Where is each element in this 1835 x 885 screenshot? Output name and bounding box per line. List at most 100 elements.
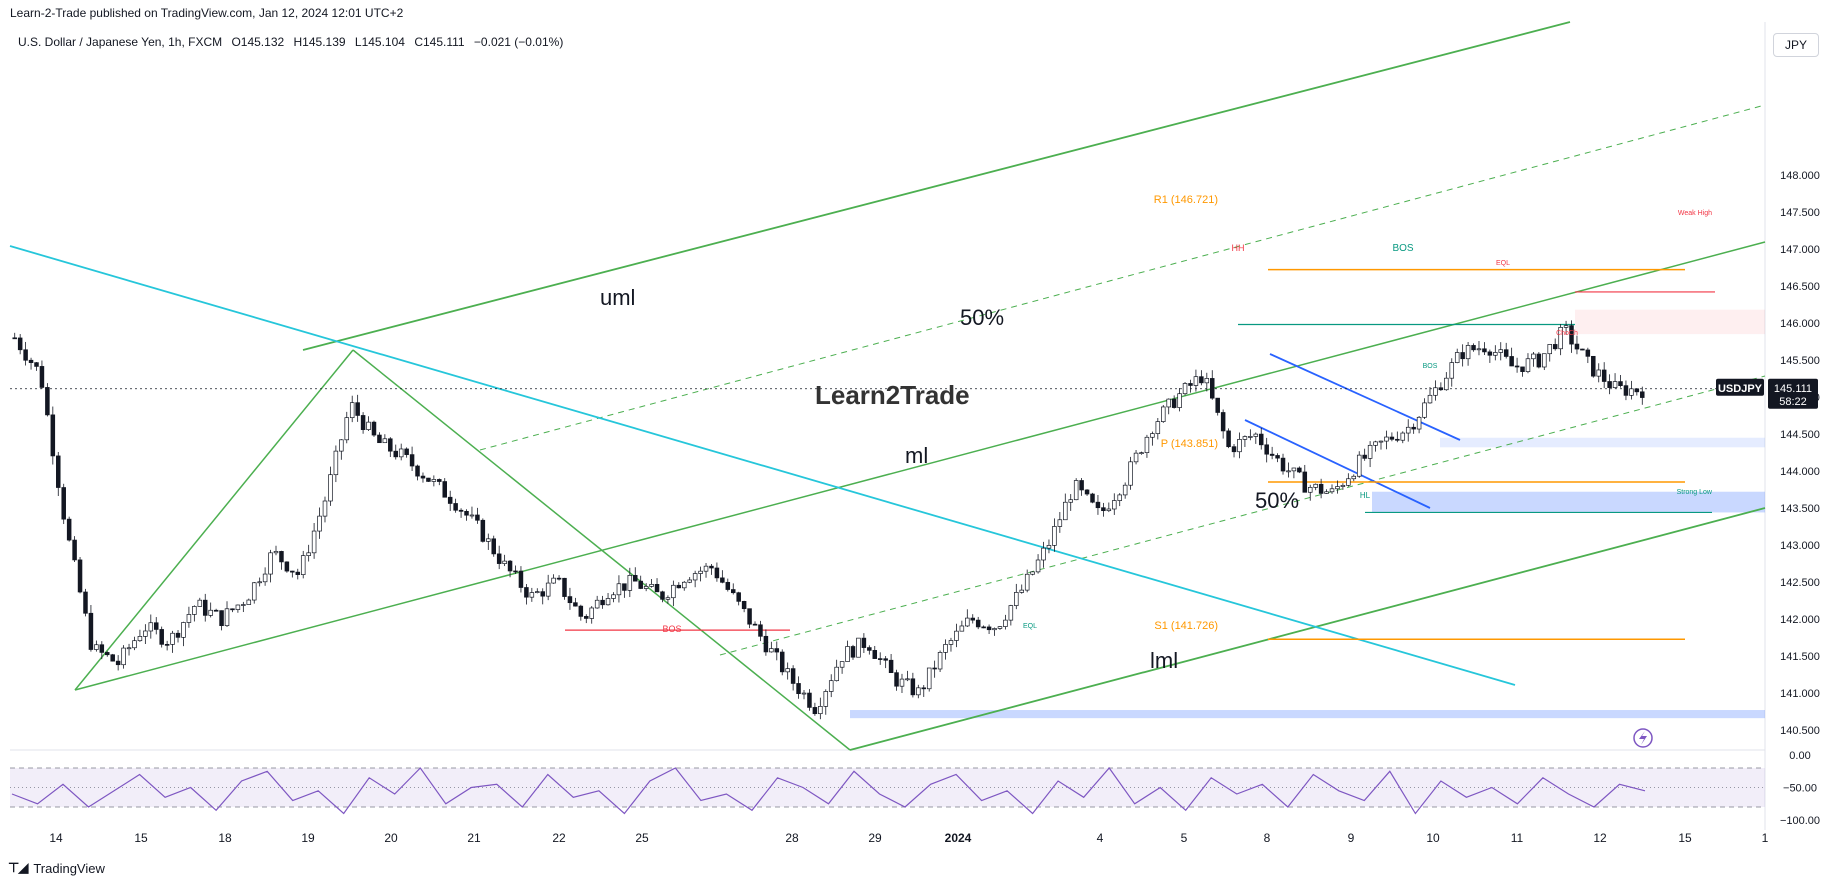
candle-body [714, 567, 720, 579]
candle-body [241, 604, 246, 606]
candle-body [937, 652, 943, 670]
candle-body [1079, 480, 1084, 491]
candle-body [398, 448, 404, 458]
candle-body [83, 591, 88, 614]
candle-body [1073, 480, 1079, 501]
candle-body [1084, 489, 1090, 495]
candle-body [344, 417, 350, 441]
candle-body [202, 599, 208, 616]
candle-body [1231, 446, 1237, 453]
candle-body [1552, 344, 1558, 350]
candle-body [1171, 398, 1177, 408]
x-tick-label: 25 [635, 831, 649, 845]
candle-body [420, 475, 426, 479]
candle-body [921, 687, 927, 690]
price-tag [1768, 378, 1818, 409]
candle-body [1569, 325, 1574, 345]
candle-body [660, 591, 665, 600]
rsi-band [10, 768, 1765, 807]
lightning-icon[interactable] [1633, 728, 1653, 748]
candle-body [1318, 483, 1324, 494]
currency-button[interactable]: JPY [1773, 33, 1819, 57]
candle-body [126, 647, 132, 650]
pitchfork-handle-right [352, 349, 851, 751]
tradingview-footer[interactable]: ⊤◢ TradingView [8, 860, 105, 876]
candle-body [1155, 421, 1161, 434]
candle-body [730, 589, 736, 594]
candle-body [1509, 356, 1514, 367]
candle-body [1090, 493, 1095, 503]
candle-body [752, 623, 758, 626]
candle-body [1193, 376, 1199, 386]
candle-body [1558, 327, 1563, 350]
candle-body [431, 479, 437, 482]
upper-median-line [302, 21, 1571, 351]
lower-median-line [849, 507, 1766, 751]
y-tick-label: 141.000 [1780, 688, 1820, 700]
price-tag-countdown: 58:22 [1779, 396, 1807, 408]
candle-body [1101, 507, 1106, 512]
candle-body [159, 629, 164, 645]
y-tick-label: 147.000 [1780, 244, 1820, 256]
symbol-tag-label: USDJPY [1718, 383, 1763, 395]
candle-body [943, 644, 948, 653]
candle-body [153, 622, 159, 630]
rsi-tick-label: 0.00 [1789, 750, 1810, 762]
candle-body [192, 606, 197, 615]
candle-body [1356, 454, 1362, 477]
candle-body [349, 402, 355, 419]
candle-body [1068, 499, 1073, 503]
candle-body [709, 565, 714, 569]
ohlc-close: C145.111 [414, 35, 465, 49]
candle-body [1395, 438, 1400, 441]
candle-body [725, 581, 731, 590]
candle-body [790, 668, 796, 684]
candle-body [1204, 378, 1210, 384]
candle-body [1405, 426, 1411, 434]
candle-body [143, 630, 148, 637]
candle-body [34, 362, 39, 367]
candle-body [1340, 484, 1346, 487]
candle-body [1057, 519, 1063, 527]
candle-body [132, 640, 137, 649]
candle-body [665, 597, 671, 600]
candle-body [796, 683, 801, 695]
watermark-logo: Learn2Trade [815, 380, 970, 410]
candle-body [1411, 426, 1416, 430]
candle-body [458, 509, 464, 512]
candle-body [1014, 592, 1019, 606]
symbol-legend[interactable]: U.S. Dollar / Japanese Yen, 1h, FXCM O14… [18, 35, 569, 49]
x-tick-label: 5 [1181, 831, 1188, 845]
x-tick-label: 15 [1678, 831, 1692, 845]
candle-body [1525, 358, 1531, 372]
candle-body [1520, 366, 1525, 372]
x-tick-label: 19 [301, 831, 315, 845]
candle-body [1220, 412, 1226, 432]
candle-body [1493, 352, 1498, 356]
candle-body [654, 583, 660, 593]
y-tick-label: 142.500 [1780, 577, 1820, 589]
candle-body [360, 415, 366, 430]
candle-body [556, 577, 562, 580]
annotation-s1-141-726: S1 (141.726) [1154, 620, 1218, 632]
candle-body [175, 632, 181, 638]
candle-body [246, 599, 252, 605]
annotation-r1-146-721: R1 (146.721) [1154, 194, 1218, 206]
y-tick-label: 147.500 [1780, 207, 1820, 219]
candle-body [779, 651, 785, 673]
candle-body [486, 538, 491, 542]
candle-body [45, 387, 50, 416]
tradingview-logo-icon: ⊤◢ [8, 860, 28, 875]
candle-body [1161, 406, 1166, 422]
candle-body [965, 617, 970, 627]
annotation-weak-high: Weak High [1678, 210, 1712, 217]
x-tick-label: 8 [1264, 831, 1271, 845]
candle-body [600, 599, 605, 606]
candle-body [437, 479, 442, 482]
candle-body [1237, 439, 1242, 453]
candle-body [1095, 501, 1101, 509]
candle-body [681, 581, 687, 589]
candle-body [1150, 433, 1155, 438]
candle-body [1422, 402, 1427, 418]
